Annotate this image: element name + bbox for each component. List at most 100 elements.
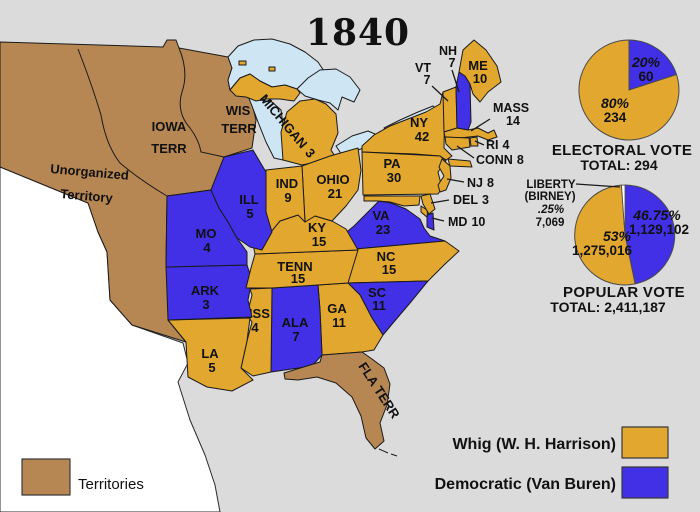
- michigan-upper-peninsula: [229, 73, 301, 102]
- svg-text:234: 234: [604, 110, 627, 125]
- svg-text:(BIRNEY): (BIRNEY): [524, 191, 575, 203]
- legend-territories-label: Territories: [78, 476, 144, 493]
- state-ohio: OHIO 21: [301, 147, 362, 223]
- state-louisiana: LA 5: [167, 317, 254, 392]
- callout-maryland: MD 10: [431, 215, 485, 229]
- svg-text:LA: LA: [201, 346, 219, 361]
- svg-text:15: 15: [382, 262, 396, 277]
- svg-text:21: 21: [328, 186, 342, 201]
- svg-text:1,275,016: 1,275,016: [572, 243, 633, 258]
- svg-text:30: 30: [387, 170, 401, 185]
- border-iowa-wisconsin: [178, 47, 225, 158]
- svg-text:IND: IND: [276, 176, 298, 191]
- region-unorganized-territory: [0, 39, 257, 343]
- svg-text:NY: NY: [410, 115, 428, 130]
- svg-text:5: 5: [246, 206, 253, 221]
- state-georgia: GA 11: [317, 282, 384, 356]
- popular-whig-slice: [574, 184, 636, 286]
- svg-text:46.75%: 46.75%: [632, 207, 681, 223]
- popular-liberty-slice: [621, 184, 626, 236]
- florida-keys: [378, 448, 398, 457]
- svg-text:TENN: TENN: [277, 259, 312, 274]
- popular-vote-heading: POPULAR VOTE: [563, 284, 685, 301]
- svg-text:7: 7: [424, 73, 431, 87]
- state-kentucky: KY 15: [252, 214, 359, 255]
- callout-connecticut: CONN 8: [456, 145, 524, 167]
- iowa-terr-label-line2: TERR: [151, 141, 187, 156]
- state-virginia: VA 23: [321, 200, 446, 253]
- state-maryland: [363, 195, 429, 219]
- svg-text:10: 10: [473, 71, 487, 86]
- legend-whig-swatch: [621, 426, 669, 459]
- svg-text:VA: VA: [372, 208, 390, 223]
- svg-text:4: 4: [251, 320, 259, 335]
- callout-vermont: VT 7: [415, 61, 449, 102]
- state-arkansas: ARK 3: [165, 264, 253, 321]
- electoral-vote-total: TOTAL: 294: [580, 157, 657, 173]
- state-tennessee: TENN 15: [245, 249, 359, 289]
- svg-text:OHIO: OHIO: [316, 172, 349, 187]
- svg-text:3: 3: [202, 297, 209, 312]
- svg-text:7,069: 7,069: [536, 217, 565, 229]
- svg-text:ALA: ALA: [282, 315, 309, 330]
- svg-text:NJ8: NJ 8: [467, 176, 494, 190]
- svg-text:LIBERTY: LIBERTY: [526, 179, 576, 191]
- svg-text:60: 60: [638, 69, 653, 84]
- callout-rhode-island: RI 4: [474, 138, 510, 152]
- svg-text:KY: KY: [308, 220, 326, 235]
- svg-text:23: 23: [376, 222, 390, 237]
- popular-vote-pie: 46.75% 1,129,102 53% 1,275,016 LIBERTY (…: [524, 179, 689, 315]
- state-pennsylvania: PA 30: [361, 151, 447, 196]
- callout-new-jersey: NJ 8: [446, 176, 494, 190]
- electoral-whig-slice: [578, 39, 680, 141]
- island-isle-royale: [238, 60, 247, 66]
- page-title: 1840: [306, 12, 410, 54]
- svg-text:.25%: .25%: [538, 204, 564, 216]
- svg-text:VT: VT: [415, 61, 431, 75]
- svg-text:15: 15: [291, 271, 305, 286]
- svg-text:ME: ME: [468, 58, 488, 73]
- wis-terr-label-line1: WIS: [226, 103, 251, 118]
- svg-text:7: 7: [449, 56, 456, 70]
- svg-text:PA: PA: [383, 156, 401, 171]
- svg-text:20%: 20%: [631, 54, 661, 70]
- svg-text:SC: SC: [368, 285, 387, 300]
- callout-delaware: DEL 3: [430, 193, 489, 207]
- svg-text:GA: GA: [327, 301, 347, 316]
- legend-territories-swatch: [21, 458, 71, 496]
- legend-whig-label: Whig (W. H. Harrison): [452, 436, 616, 453]
- party-legend: Whig (W. H. Harrison) Democratic (Van Bu…: [435, 426, 669, 499]
- state-vermont: [442, 86, 458, 133]
- svg-text:RI4: RI 4: [486, 138, 510, 152]
- electoral-vote-heading: ELECTORAL VOTE: [552, 142, 692, 159]
- svg-text:14: 14: [506, 114, 520, 128]
- svg-text:MO: MO: [196, 226, 217, 241]
- state-delaware: [420, 193, 436, 215]
- legend-democratic-label: Democratic (Van Buren): [435, 476, 616, 493]
- svg-text:5: 5: [208, 360, 215, 375]
- wis-terr-label-line2: TERR: [221, 121, 257, 136]
- electoral-vote-pie: 20% 60 80% 234 ELECTORAL VOTE TOTAL: 294: [552, 39, 692, 173]
- border-unorganized-iowa: [77, 48, 168, 197]
- svg-text:11: 11: [372, 298, 386, 313]
- state-new-york: NY 42: [361, 91, 473, 168]
- callout-massachusetts: MASS 14: [470, 101, 529, 132]
- island-superior-small: [268, 66, 276, 72]
- svg-text:MASS: MASS: [493, 101, 529, 115]
- state-maine: ME 10: [458, 39, 502, 103]
- svg-text:4: 4: [203, 240, 211, 255]
- svg-text:80%: 80%: [601, 95, 630, 111]
- state-illinois: ILL 5: [210, 149, 273, 251]
- iowa-terr-label-line1: IOWA: [152, 119, 187, 134]
- svg-text:11: 11: [332, 315, 346, 330]
- callout-new-hampshire: NH 7: [439, 44, 460, 93]
- popular-vote-total: TOTAL: 2,411,187: [550, 299, 666, 315]
- virginia-eastern-shore: [426, 212, 435, 231]
- electoral-democratic-slice: [628, 39, 677, 91]
- legend-democratic-swatch: [621, 466, 669, 499]
- svg-text:53%: 53%: [603, 228, 632, 244]
- territories-legend: Territories: [21, 458, 144, 496]
